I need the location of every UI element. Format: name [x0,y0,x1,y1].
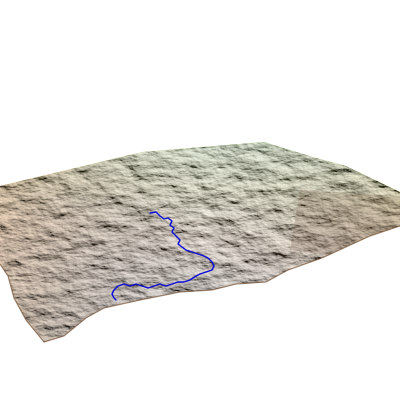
terrain-surface [0,142,400,343]
river-path [111,211,215,301]
